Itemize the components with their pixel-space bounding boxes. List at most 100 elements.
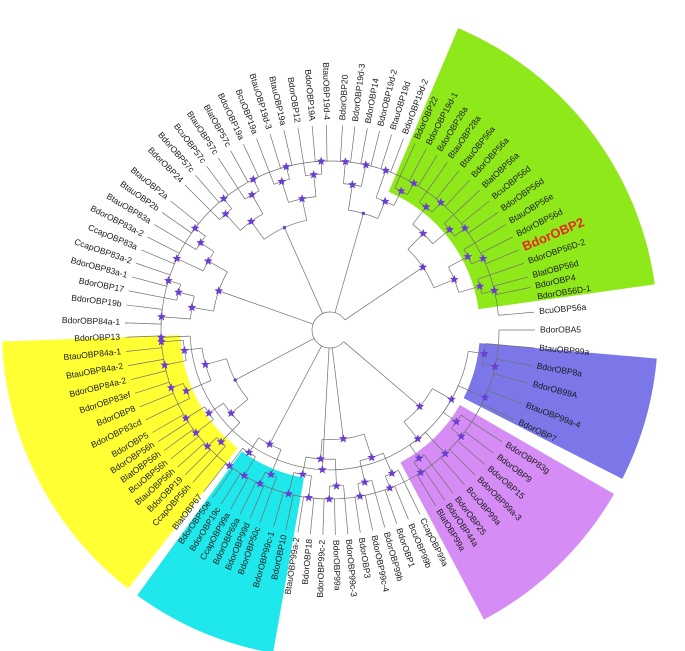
tree-branch xyxy=(493,373,529,384)
tree-branch xyxy=(186,380,212,392)
tree-branch xyxy=(458,385,486,398)
bootstrap-star-marker xyxy=(174,287,183,296)
tree-branch xyxy=(176,258,204,272)
bootstrap-star-marker xyxy=(409,178,419,187)
tree-branch xyxy=(493,276,529,287)
leaf-label: BdorOBP3 xyxy=(357,537,373,579)
tree-branch xyxy=(221,473,241,505)
tree-branch xyxy=(334,369,344,439)
tree-branch xyxy=(134,381,170,394)
tree-branch xyxy=(195,419,214,434)
tree-branch xyxy=(292,316,314,325)
tree-branch xyxy=(191,307,214,312)
tree-branch xyxy=(163,429,194,451)
tree-branch xyxy=(177,442,205,468)
bootstrap-star-marker xyxy=(190,223,200,233)
tree-branch xyxy=(311,125,316,162)
tree-branch xyxy=(310,498,315,535)
tree-branch xyxy=(239,481,257,515)
bootstrap-star-marker xyxy=(196,238,205,247)
tree-branch xyxy=(248,437,259,453)
tree-branch xyxy=(131,276,167,287)
bootstrap-star-marker xyxy=(309,170,319,179)
tree-branch xyxy=(327,347,330,370)
tree-branch xyxy=(251,194,264,215)
tree-branch xyxy=(370,131,380,167)
tree-branch xyxy=(313,174,317,197)
tree-branch xyxy=(443,189,481,224)
leaf-label: BtauOBP99a xyxy=(539,343,590,357)
bootstrap-star-marker xyxy=(445,225,454,234)
bootstrap-star-marker xyxy=(284,489,293,498)
tree-branch xyxy=(481,403,515,421)
leaf-label: BdorOBP99c-2 xyxy=(315,539,327,597)
tree-branch xyxy=(440,457,465,485)
bootstrap-star-marker xyxy=(166,383,176,392)
tree-branch xyxy=(178,291,195,297)
leaf-label: BdorOBP18 xyxy=(300,538,314,585)
clade-highlights xyxy=(2,28,657,651)
bootstrap-star-marker xyxy=(244,447,254,457)
tree-branch xyxy=(326,125,328,162)
tree-branch xyxy=(230,477,249,510)
tree-branch xyxy=(288,472,295,494)
bootstrap-star-marker xyxy=(341,157,350,166)
tree-branch xyxy=(344,307,364,321)
bootstrap-star-marker xyxy=(157,312,166,321)
tree-branch xyxy=(308,475,312,498)
tree-branch xyxy=(230,398,249,414)
tree-branch xyxy=(220,422,241,443)
leaf-label: BdorOBA5 xyxy=(540,324,581,334)
clade-violet xyxy=(400,405,615,620)
tree-branch xyxy=(360,164,367,187)
tree-branch xyxy=(485,343,535,349)
tree-branch xyxy=(243,144,259,177)
tree-branch xyxy=(424,469,445,501)
bootstrap-star-marker xyxy=(181,413,191,423)
tree-branch xyxy=(334,291,342,313)
bootstrap-star-marker xyxy=(355,491,365,501)
tree-branch xyxy=(218,290,293,318)
leaf-label: BdorOBP99c-3 xyxy=(344,539,359,598)
bootstrap-star-marker xyxy=(164,275,173,285)
tree-branch xyxy=(297,127,306,176)
node-dot-marker xyxy=(282,225,287,230)
leaf-label: BdorOBP12 xyxy=(286,76,303,123)
bootstrap-star-marker xyxy=(489,285,499,295)
leaf-label: BdorOBP13 xyxy=(74,332,120,344)
bootstrap-star-marker xyxy=(203,256,213,265)
bootstrap-star-marker xyxy=(221,209,230,218)
bootstrap-star-marker xyxy=(360,477,370,486)
bootstrap-star-marker xyxy=(451,417,461,426)
bootstrap-star-marker xyxy=(281,162,291,171)
tree-branch xyxy=(281,181,289,203)
tree-branch xyxy=(322,498,325,535)
bootstrap-star-marker xyxy=(247,190,257,199)
bootstrap-star-marker xyxy=(385,483,395,492)
bootstrap-star-marker xyxy=(361,160,371,169)
bootstrap-star-marker xyxy=(187,302,197,312)
tree-branch xyxy=(284,227,315,294)
tree-branch xyxy=(403,421,419,440)
tree-branch xyxy=(147,236,180,254)
bootstrap-star-marker xyxy=(201,359,210,369)
bootstrap-star-marker xyxy=(156,332,166,342)
tree-branch xyxy=(136,262,171,276)
tree-branch xyxy=(131,370,167,380)
tree-branch xyxy=(256,138,275,185)
bootstrap-star-marker xyxy=(316,156,326,165)
leaf-label: BdorOBP19A xyxy=(303,69,317,122)
tree-branch xyxy=(468,212,499,234)
tree-branch xyxy=(480,236,513,254)
bootstrap-star-marker xyxy=(255,479,265,488)
tree-branch xyxy=(394,143,416,189)
tree-branch xyxy=(418,155,438,187)
tree-branch xyxy=(457,440,485,465)
tree-branch xyxy=(322,369,329,470)
bootstrap-star-marker xyxy=(191,428,201,437)
tree-branch xyxy=(301,198,308,221)
clade-blue xyxy=(463,343,657,479)
tree-branch xyxy=(161,335,191,338)
clade-yellow xyxy=(2,335,238,589)
